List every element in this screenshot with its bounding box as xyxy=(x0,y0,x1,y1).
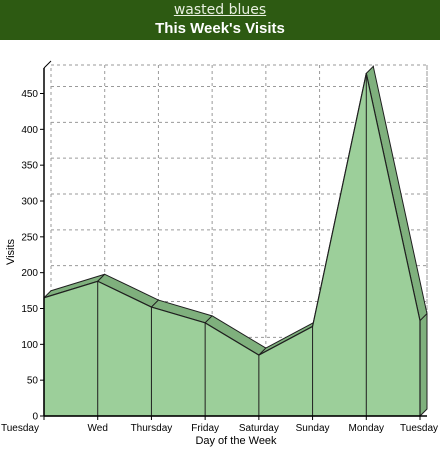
y-tick-label: 300 xyxy=(21,197,38,208)
x-tick-labels: Tuesday Wed Thursday Friday Saturday Sunday Mo… xyxy=(1,423,438,434)
x-tick-label: Thursday xyxy=(131,423,173,434)
x-tick-label: Tuesday xyxy=(400,423,438,434)
chart-title: This Week's Visits xyxy=(155,20,285,37)
page-header: wasted blues This Week's Visits xyxy=(0,0,440,40)
y-tick-label: 400 xyxy=(21,125,38,136)
y-tick-labels: 0 50 100 150 200 250 300 350 400 450 xyxy=(21,89,38,423)
x-tick-label: Saturday xyxy=(239,423,279,434)
y-tick-label: 450 xyxy=(21,89,38,100)
x-tick-label: Sunday xyxy=(296,423,330,434)
x-tick-label: Wed xyxy=(88,423,108,434)
y-tick-label: 350 xyxy=(21,161,38,172)
area-side-face xyxy=(419,312,428,418)
y-tick-label: 100 xyxy=(21,340,38,351)
x-tick-label: Tuesday xyxy=(1,423,39,434)
area-front-face xyxy=(43,72,421,417)
x-tick-label: Monday xyxy=(348,423,384,434)
y-axis-label: Visits xyxy=(5,238,17,265)
visits-chart: 0 50 100 150 200 250 300 350 400 450 Tuesday Wed Th… xyxy=(1,60,438,447)
area-series xyxy=(43,65,428,418)
x-tick-label: Friday xyxy=(191,423,219,434)
y-tick-label: 150 xyxy=(21,304,38,315)
axis-depth-edge xyxy=(43,60,52,69)
axes xyxy=(40,60,427,420)
site-name-link[interactable]: wasted blues xyxy=(173,2,267,18)
y-tick-label: 50 xyxy=(27,376,39,387)
y-tick-label: 0 xyxy=(32,412,38,423)
y-tick-label: 250 xyxy=(21,232,38,243)
y-tick-label: 200 xyxy=(21,268,38,279)
x-axis-label: Day of the Week xyxy=(195,435,277,447)
